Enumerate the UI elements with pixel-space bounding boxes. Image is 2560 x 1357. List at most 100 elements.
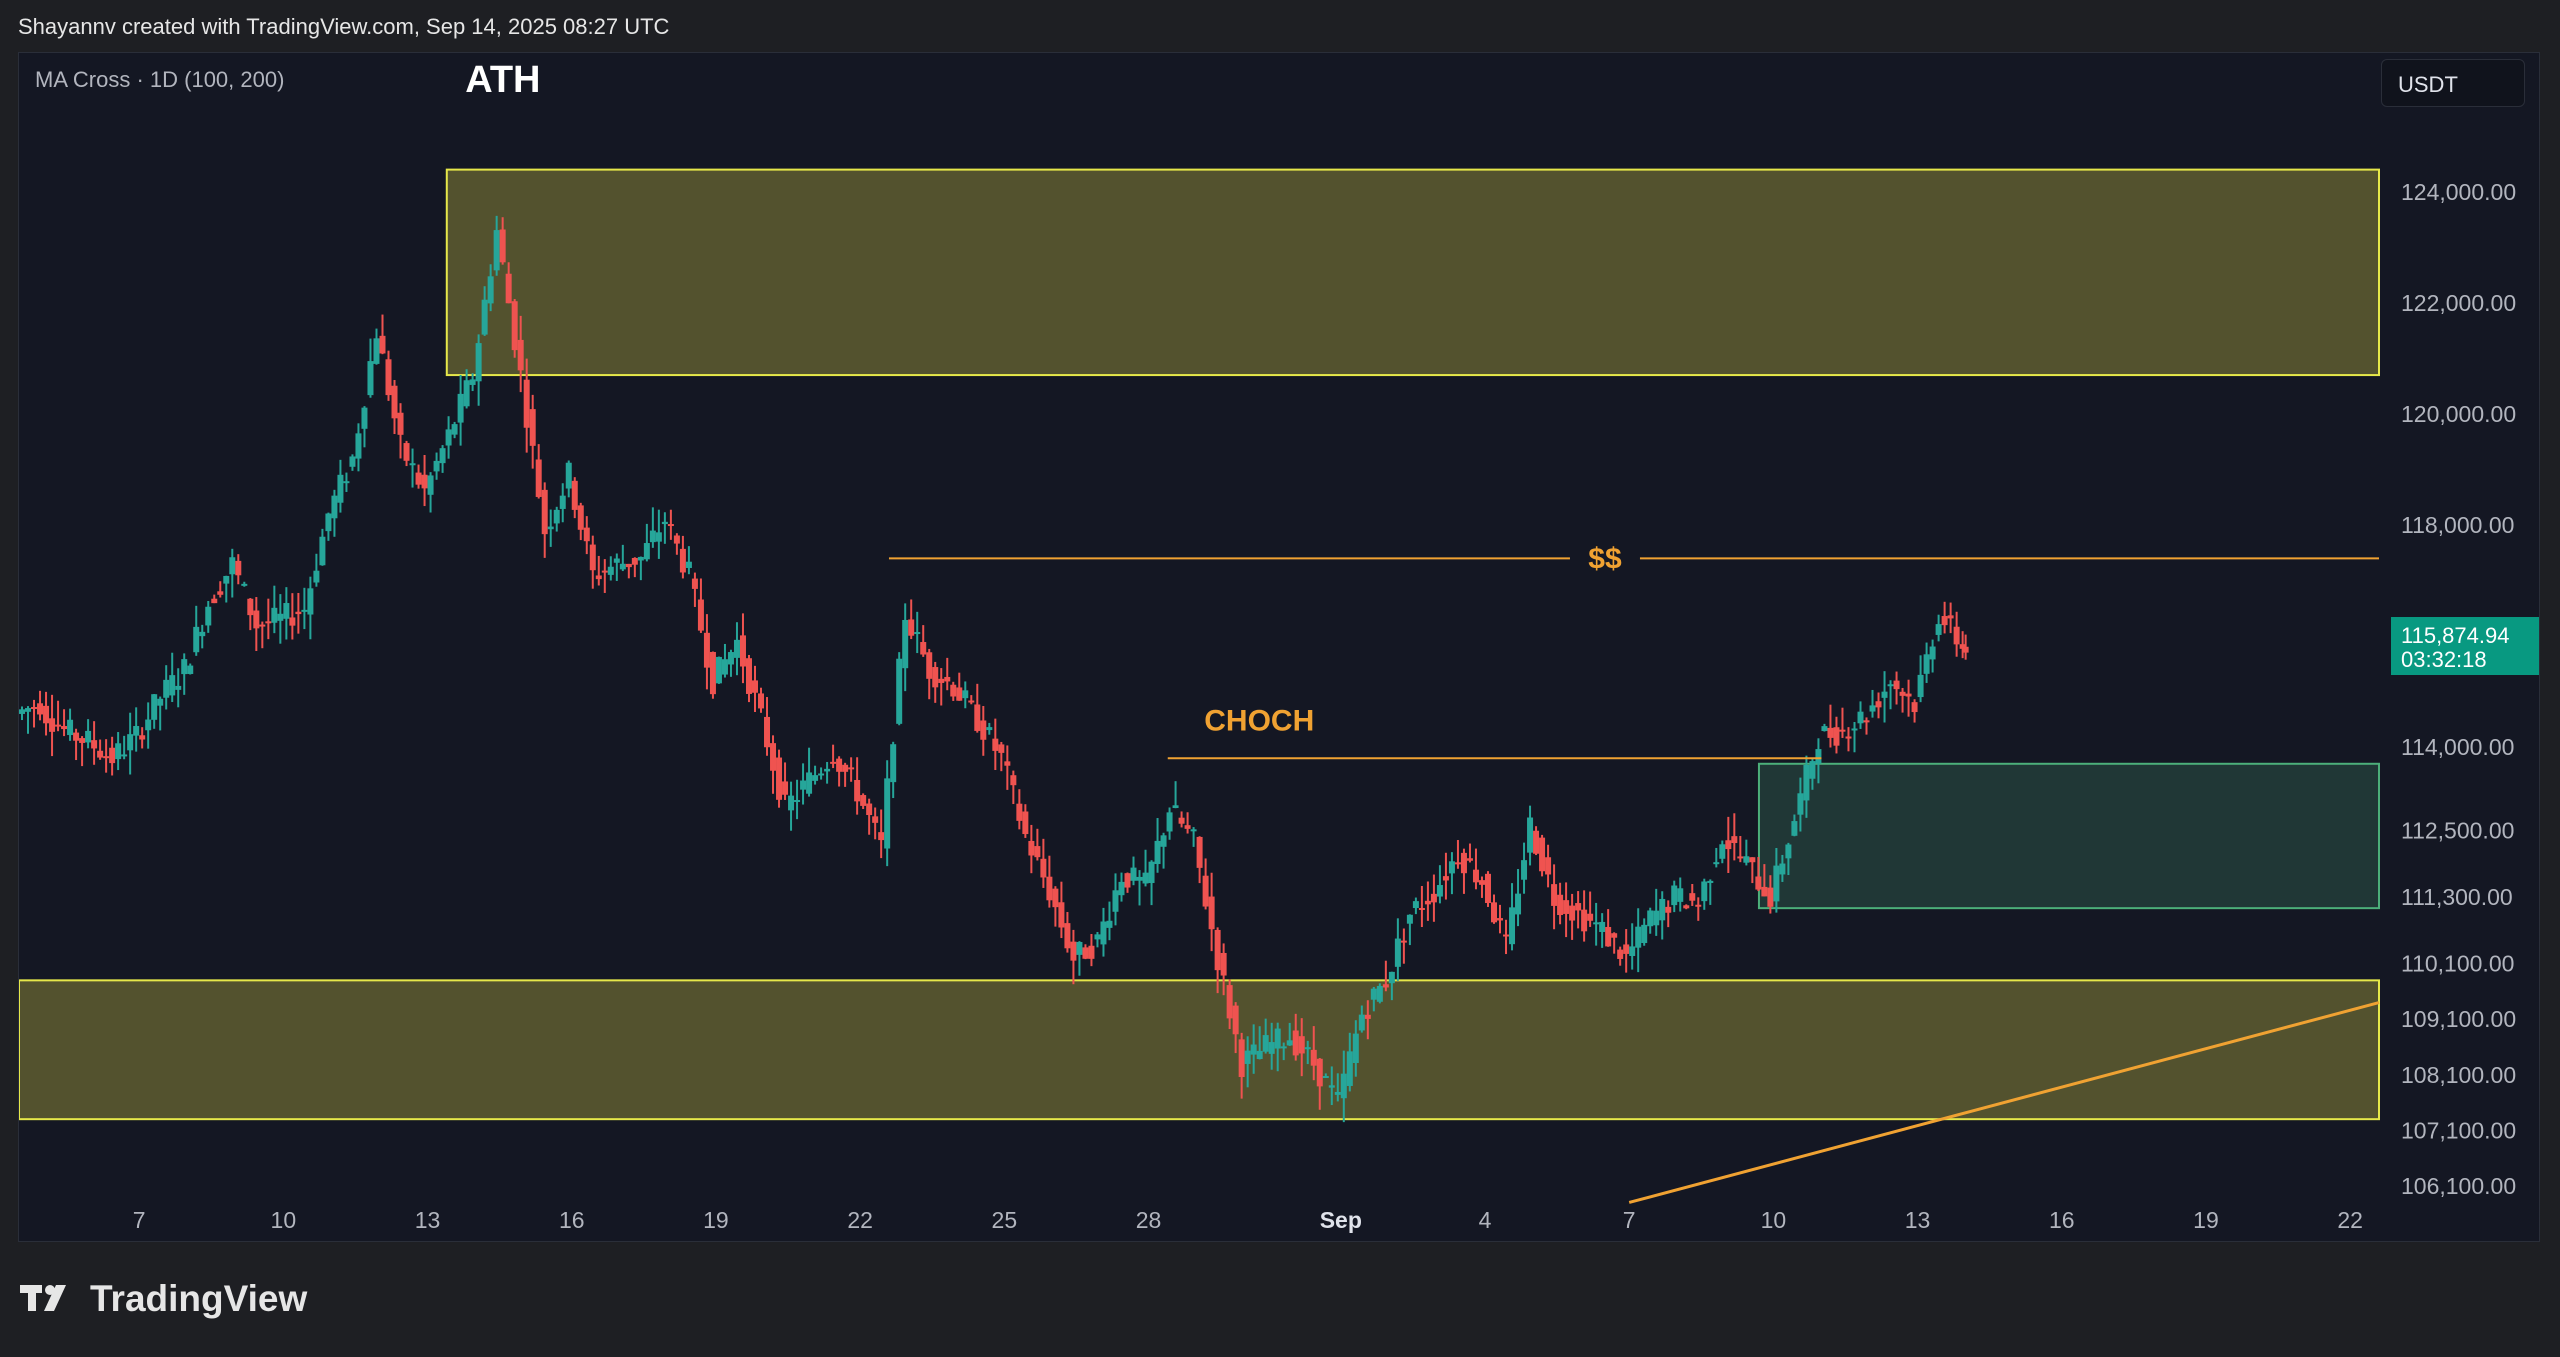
indicator-label[interactable]: MA Cross · 1D (100, 200) (35, 67, 285, 92)
candle-body (133, 726, 140, 736)
candle-body (37, 703, 44, 715)
candle-body (61, 726, 68, 730)
candle-body (1497, 918, 1504, 921)
candle-body (1611, 933, 1618, 938)
candle-body (1917, 674, 1924, 698)
candle-body (1545, 857, 1552, 875)
candle-body (613, 558, 620, 563)
candle-body (1581, 909, 1588, 932)
candle-body (1418, 907, 1425, 910)
candle-body (1809, 761, 1816, 779)
x-axis-tick-label: 13 (1905, 1207, 1931, 1233)
candle-body (1406, 914, 1413, 924)
candle-body (1929, 646, 1936, 660)
price-chart[interactable]: ATH $$ CHOCH 124,000.00 122,000.00 120,000.0… (19, 53, 2540, 1242)
candle-body (745, 658, 752, 694)
y-axis-tick-label: 114,000.00 (2401, 734, 2514, 760)
candle-body (1587, 913, 1594, 921)
candle-body (571, 480, 578, 510)
candle-body (1845, 736, 1852, 739)
candle-body (385, 359, 392, 396)
candle-body (1436, 885, 1443, 897)
ath-supply-zone (445, 168, 2380, 377)
candle-body (884, 778, 891, 849)
y-axis-tick-label: 109,100.00 (2401, 1006, 2516, 1032)
candle-body (1731, 836, 1738, 844)
candle-body (1100, 921, 1107, 945)
candle-body (1893, 680, 1900, 690)
candle-body (1953, 626, 1960, 645)
candle-body (253, 610, 260, 629)
candle-body (145, 719, 152, 731)
candle-body (1364, 1014, 1371, 1019)
candle-body (764, 716, 771, 748)
candle-body (1911, 702, 1918, 713)
candle-body (1190, 829, 1197, 832)
candle-body (739, 635, 746, 667)
brand-footer[interactable]: TradingView (20, 1278, 307, 1320)
candle-body (1130, 867, 1137, 881)
candle-body (211, 598, 218, 604)
candle-body (49, 718, 56, 732)
candle-body (505, 273, 512, 304)
candle-body (1905, 693, 1912, 697)
x-axis-tick-label: 16 (2049, 1207, 2075, 1233)
candle-body (1016, 803, 1023, 821)
candle-body (1863, 720, 1870, 723)
candle-body (181, 659, 188, 675)
candle-body (589, 544, 596, 571)
candle-body (445, 429, 452, 446)
candle-body (1941, 616, 1948, 626)
candle-body (1509, 907, 1516, 945)
currency-selector[interactable]: USDT (2381, 59, 2525, 107)
candle-body (1491, 902, 1497, 923)
candle-body (1472, 869, 1479, 883)
candle-body (1064, 923, 1071, 949)
candle-body (1484, 873, 1491, 904)
candle-body (986, 727, 993, 731)
y-axis-tick-label: 118,000.00 (2401, 512, 2514, 538)
candle-body (361, 407, 368, 429)
candle-body (139, 735, 146, 740)
candle-body (157, 698, 164, 706)
y-axis-tick-label: 107,100.00 (2401, 1117, 2516, 1143)
candle-body (1875, 701, 1882, 708)
annotation-ath: ATH (465, 59, 540, 101)
candle-body (235, 560, 242, 576)
candle-body (1881, 691, 1888, 698)
candle-body (1851, 728, 1858, 731)
candle-body (193, 626, 200, 653)
x-axis-tick-label: 10 (271, 1207, 297, 1233)
candle-body (860, 795, 867, 806)
candle-body (1214, 929, 1221, 971)
chart-pane[interactable]: ATH $$ CHOCH 124,000.00 122,000.00 120,000.0… (18, 52, 2540, 1242)
candle-body (337, 474, 344, 503)
candle-body (902, 619, 909, 669)
candle-body (1262, 1035, 1269, 1052)
x-axis-tick-label: 22 (847, 1207, 873, 1233)
candle-body (1340, 1073, 1347, 1099)
candle-body (637, 556, 644, 561)
candle-body (1665, 906, 1672, 913)
demand-zone (1757, 762, 2380, 910)
candle-body (721, 659, 728, 675)
candle-body (85, 730, 92, 743)
candle-body (782, 781, 789, 795)
candle-body (25, 708, 32, 712)
candle-body (1869, 705, 1876, 712)
candle-body (1070, 941, 1077, 961)
candle-body (1304, 1047, 1311, 1050)
candle-body (1899, 691, 1906, 696)
y-axis-tick-label: 124,000.00 (2401, 179, 2516, 205)
candle-body (1617, 949, 1624, 959)
candle-body (1563, 900, 1570, 914)
candle-countdown: 03:32:18 (2401, 647, 2487, 672)
candle-body (97, 750, 104, 758)
candle-body (109, 747, 116, 764)
candle-body (1857, 711, 1864, 724)
candle-body (685, 561, 692, 568)
candle-body (956, 687, 963, 701)
candle-body (1887, 684, 1894, 687)
x-axis-tick-label: Sep (1320, 1207, 1362, 1233)
candle-body (1370, 988, 1377, 1000)
